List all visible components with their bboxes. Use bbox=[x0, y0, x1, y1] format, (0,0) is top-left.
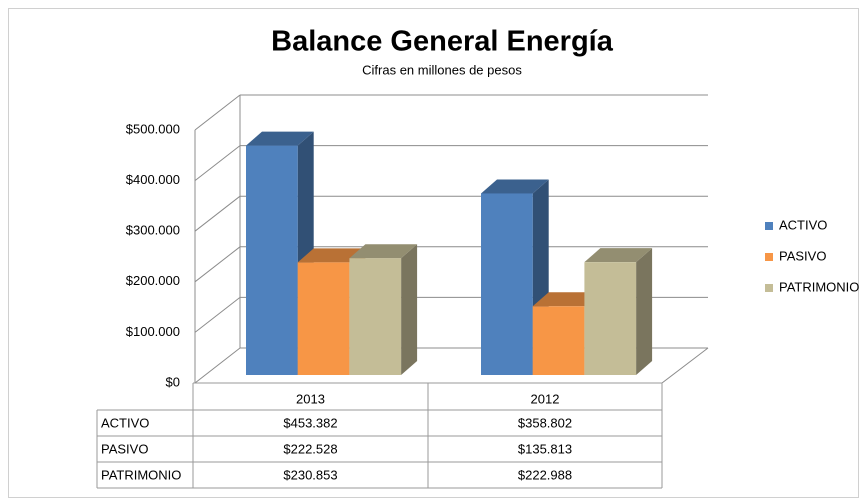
bar-top bbox=[481, 179, 549, 194]
table-cell: $230.853 bbox=[283, 467, 337, 482]
y-tick-label: $0 bbox=[166, 374, 180, 389]
table-row-label: ACTIVO bbox=[101, 415, 149, 430]
table-row-label: PASIVO bbox=[101, 441, 148, 456]
grid-line bbox=[194, 246, 241, 283]
y-tick-label: $500.000 bbox=[126, 121, 180, 136]
y-tick-label: $400.000 bbox=[126, 172, 180, 187]
y-tick-label: $100.000 bbox=[126, 324, 180, 339]
legend-label: PASIVO bbox=[779, 248, 826, 263]
bar bbox=[584, 262, 637, 375]
grid-line bbox=[194, 145, 241, 181]
table-row-label: PATRIMONIO bbox=[101, 467, 181, 482]
bar bbox=[246, 145, 298, 375]
bar-top bbox=[584, 248, 653, 263]
grid-line bbox=[194, 297, 241, 333]
y-tick-label: $200.000 bbox=[126, 273, 180, 288]
table-cell: $135.813 bbox=[518, 441, 572, 456]
y-tick-label: $300.000 bbox=[126, 223, 180, 238]
table-cell: $358.802 bbox=[518, 415, 572, 430]
grid-line bbox=[194, 195, 241, 232]
grid-line bbox=[194, 94, 241, 131]
bar bbox=[481, 193, 533, 375]
legend-label: ACTIVO bbox=[779, 217, 827, 232]
bar-top bbox=[532, 292, 601, 307]
x-tick-label: 2012 bbox=[531, 391, 560, 406]
chart-border bbox=[8, 8, 859, 498]
legend-swatch bbox=[765, 222, 773, 230]
bar-top bbox=[349, 244, 418, 259]
bar bbox=[532, 306, 585, 375]
bar-side bbox=[401, 244, 418, 375]
table-cell: $222.528 bbox=[283, 441, 337, 456]
table-cell: $222.988 bbox=[518, 467, 572, 482]
bar bbox=[349, 258, 402, 375]
chart-title: Balance General Energía bbox=[271, 26, 614, 58]
grid-line bbox=[194, 347, 241, 384]
floor-edge bbox=[661, 347, 709, 384]
bar bbox=[297, 262, 350, 375]
chart-subtitle: Cifras en millones de pesos bbox=[362, 62, 522, 77]
bar-top bbox=[246, 131, 314, 146]
legend-swatch bbox=[765, 284, 773, 292]
bar-top bbox=[297, 248, 366, 263]
bar-side bbox=[636, 248, 653, 375]
legend-label: PATRIMONIO bbox=[779, 279, 859, 294]
legend-swatch bbox=[765, 253, 773, 261]
x-tick-label: 2013 bbox=[296, 391, 325, 406]
table-cell: $453.382 bbox=[283, 415, 337, 430]
